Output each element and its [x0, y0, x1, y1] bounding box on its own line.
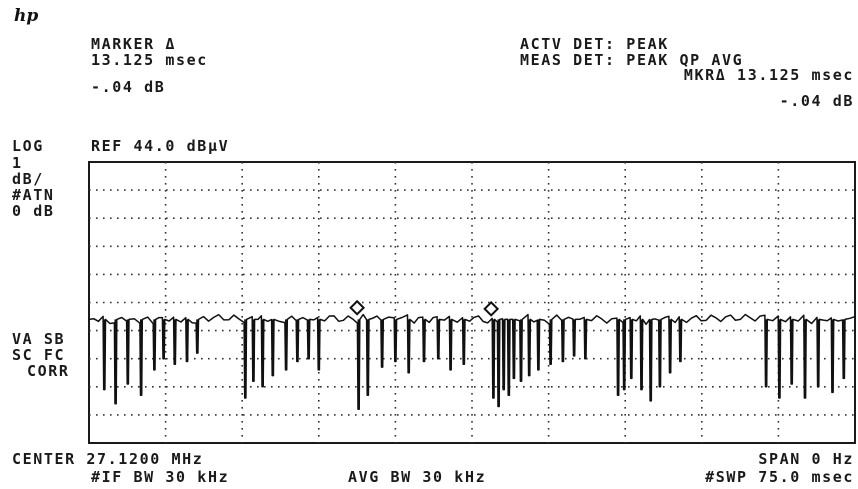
marker-layer [349, 299, 500, 317]
scale-div-value: 1 [12, 154, 23, 172]
reference-level: REF 44.0 dBμV [91, 137, 230, 155]
sweep-time: #SWP 75.0 msec [705, 468, 854, 486]
marker-title: MARKER Δ [91, 35, 177, 53]
graticule-grid [89, 162, 855, 443]
hp-logo: hp [14, 6, 39, 26]
attenuation-value: 0 dB [12, 202, 55, 220]
corr-indicator: CORR [27, 362, 70, 380]
active-detector: ACTV DET: PEAK [520, 35, 669, 53]
marker-delta-time: MKRΔ 13.125 msec [683, 66, 854, 84]
span-readout: SPAN 0 Hz [758, 450, 854, 468]
avg-bandwidth: AVG BW 30 kHz [348, 468, 487, 486]
sc-fc-indicator: SC FC [12, 346, 66, 364]
if-bandwidth: #IF BW 30 kHz [91, 468, 230, 486]
measure-detector: MEAS DET: PEAK QP AVG [520, 51, 744, 69]
va-sb-indicator: VA SB [12, 330, 66, 348]
log-scale-label: LOG [12, 137, 44, 155]
trace-layer [88, 313, 856, 411]
marker-diamond [349, 299, 366, 316]
center-frequency: CENTER 27.1200 MHz [12, 450, 204, 468]
marker-diamond [483, 300, 500, 317]
marker-time-readout: 13.125 msec [91, 51, 208, 69]
marker-level-readout: -.04 dB [91, 78, 166, 96]
marker-delta-level: -.04 dB [779, 92, 854, 110]
measurement-trace [88, 313, 856, 411]
scale-div-unit: dB/ [12, 170, 44, 188]
attenuation-label: #ATN [12, 186, 55, 204]
